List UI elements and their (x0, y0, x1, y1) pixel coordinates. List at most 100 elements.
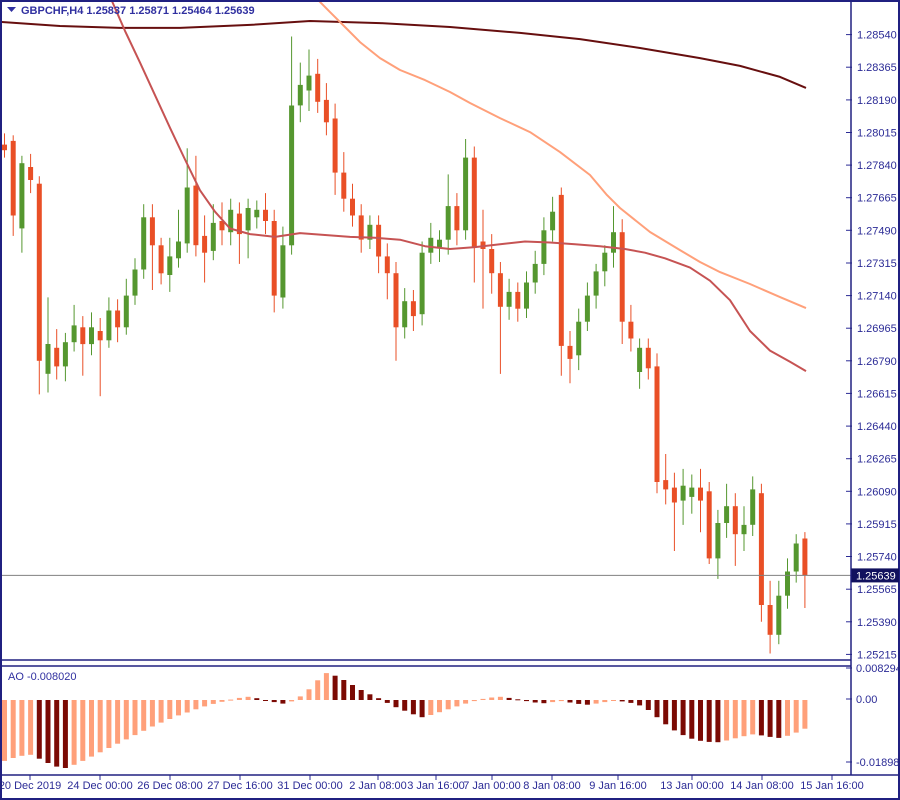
ao-bar (671, 700, 677, 731)
candle (663, 454, 669, 505)
time-axis-label: 27 Dec 16:00 (207, 780, 272, 792)
candle (593, 263, 599, 309)
ao-bar (297, 696, 303, 700)
candle (149, 204, 155, 290)
candle (358, 204, 364, 253)
ao-bar (576, 700, 582, 704)
ao-bar (219, 700, 225, 702)
ao-bar (567, 700, 573, 703)
candle (36, 176, 42, 395)
candle (158, 237, 164, 285)
price-axis-label: 1.25915 (857, 519, 897, 531)
candle (671, 472, 677, 551)
price-axis-label: 1.25215 (857, 649, 897, 661)
ao-bar (350, 685, 355, 700)
candle (19, 155, 25, 253)
price-axis-label: 1.27665 (857, 193, 897, 205)
ma-medium-line (317, 0, 807, 310)
candle (62, 332, 68, 382)
candle (785, 558, 790, 609)
time-axis-label: 15 Jan 16:00 (800, 780, 864, 792)
ao-bar (593, 700, 599, 704)
ao-bar (184, 700, 190, 713)
ao-bar (802, 700, 808, 729)
ao-bar (19, 700, 25, 756)
candle (97, 318, 103, 397)
oscillator-axis-label: -0.018981 (856, 757, 900, 769)
ma-slow-line (0, 20, 807, 89)
ao-bar (158, 700, 164, 723)
price-axis-label: 1.26090 (857, 486, 897, 498)
ao-bar (471, 700, 477, 702)
candle (210, 204, 216, 261)
candle (445, 174, 451, 255)
candle (480, 209, 486, 309)
ao-bar (437, 700, 442, 713)
ao-bar (410, 700, 416, 715)
candle (219, 202, 225, 246)
ao-bar (123, 700, 129, 740)
ao-bar (741, 700, 747, 737)
ao-bar (202, 700, 208, 707)
price-axis-label: 1.27140 (857, 291, 897, 303)
candle (619, 219, 625, 344)
ao-bar (341, 680, 347, 700)
oscillator-axis-label: 0.008294 (856, 663, 900, 675)
candle (280, 226, 286, 309)
candle (132, 258, 138, 305)
candle (724, 483, 730, 538)
ao-bar (619, 700, 625, 702)
ao-bar (706, 700, 712, 742)
price-axis-label: 1.26965 (857, 323, 897, 335)
ao-bar (54, 700, 60, 767)
candle (750, 476, 756, 536)
candle (402, 288, 408, 339)
candle (558, 187, 564, 376)
ao-bar (645, 700, 651, 710)
candle (463, 139, 469, 240)
time-axis-label: 13 Jan 00:00 (660, 780, 724, 792)
candle (297, 62, 303, 123)
ao-bar (663, 700, 669, 725)
candle (628, 304, 634, 352)
ao-bar (141, 700, 147, 731)
candle (532, 250, 538, 294)
ao-bar (680, 700, 686, 736)
ao-bar (97, 700, 103, 753)
ao-bar (758, 700, 764, 736)
ao-bar (541, 700, 547, 704)
ao-bar (637, 700, 643, 706)
chart-collapse-triangle-icon[interactable] (7, 7, 16, 12)
candle (758, 483, 764, 622)
candle (376, 215, 382, 274)
price-axis[interactable]: 1.28540 1.28365 1.28190 1.28015 1.27840 1.276… (846, 30, 897, 662)
candle (323, 83, 329, 136)
ao-bar (724, 700, 730, 741)
ao-bar (506, 697, 512, 700)
time-axis[interactable]: 20 Dec 2019 24 Dec 00:00 26 Dec 08:00 27 De… (0, 775, 864, 792)
ao-bar (715, 700, 721, 743)
ao-bar (271, 700, 277, 703)
time-axis-label: 31 Dec 00:00 (277, 780, 342, 792)
candle (167, 237, 173, 292)
candle (645, 338, 651, 380)
price-axis-label: 1.27315 (857, 258, 897, 270)
ao-bar (515, 699, 521, 701)
ao-bar (376, 698, 382, 700)
ao-bar (106, 700, 112, 748)
candle (767, 580, 773, 654)
ao-bar (497, 696, 503, 700)
candle (80, 316, 86, 376)
ao-bar (698, 700, 703, 741)
ao-bar (776, 700, 782, 738)
time-axis-label: 8 Jan 08:00 (523, 780, 581, 792)
ao-bar (306, 689, 312, 700)
price-axis-label: 1.28365 (857, 62, 897, 74)
time-axis-label: 9 Jan 16:00 (589, 780, 647, 792)
ao-bar (402, 700, 408, 711)
candle (245, 198, 251, 259)
ao-bar (611, 700, 616, 701)
